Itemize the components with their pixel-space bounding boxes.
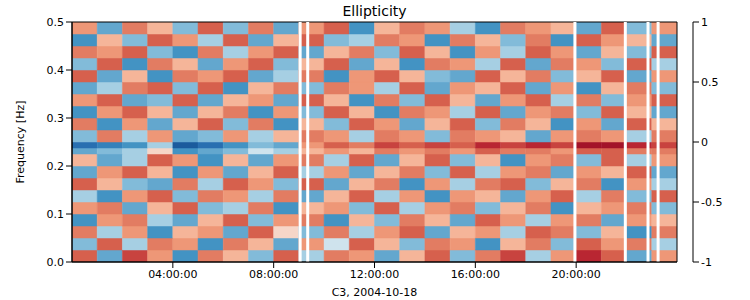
svg-text:08:00:00: 08:00:00 xyxy=(249,268,298,281)
svg-text:0: 0 xyxy=(701,136,708,149)
html-text:Ellipticity: Ellipticity xyxy=(342,3,407,19)
svg-text:16:00:00: 16:00:00 xyxy=(451,268,500,281)
svg-text:12:00:00: 12:00:00 xyxy=(350,268,399,281)
svg-text:04:00:00: 04:00:00 xyxy=(148,268,197,281)
svg-text:0.0: 0.0 xyxy=(47,256,65,269)
svg-text:Frequency [Hz]: Frequency [Hz] xyxy=(14,101,27,184)
svg-text:C3, 2004-10-18: C3, 2004-10-18 xyxy=(332,286,418,299)
svg-text:0.5: 0.5 xyxy=(47,16,65,29)
svg-text:20:00:00: 20:00:00 xyxy=(551,268,600,281)
svg-text:0.4: 0.4 xyxy=(47,64,65,77)
svg-text:0.2: 0.2 xyxy=(47,160,65,173)
svg-text:-0.5: -0.5 xyxy=(701,196,722,209)
svg-text:0.5: 0.5 xyxy=(701,76,719,89)
svg-text:-1: -1 xyxy=(701,256,712,269)
svg-text:0.3: 0.3 xyxy=(47,112,65,125)
svg-text:0.1: 0.1 xyxy=(47,208,65,221)
svg-text:1: 1 xyxy=(701,16,708,29)
